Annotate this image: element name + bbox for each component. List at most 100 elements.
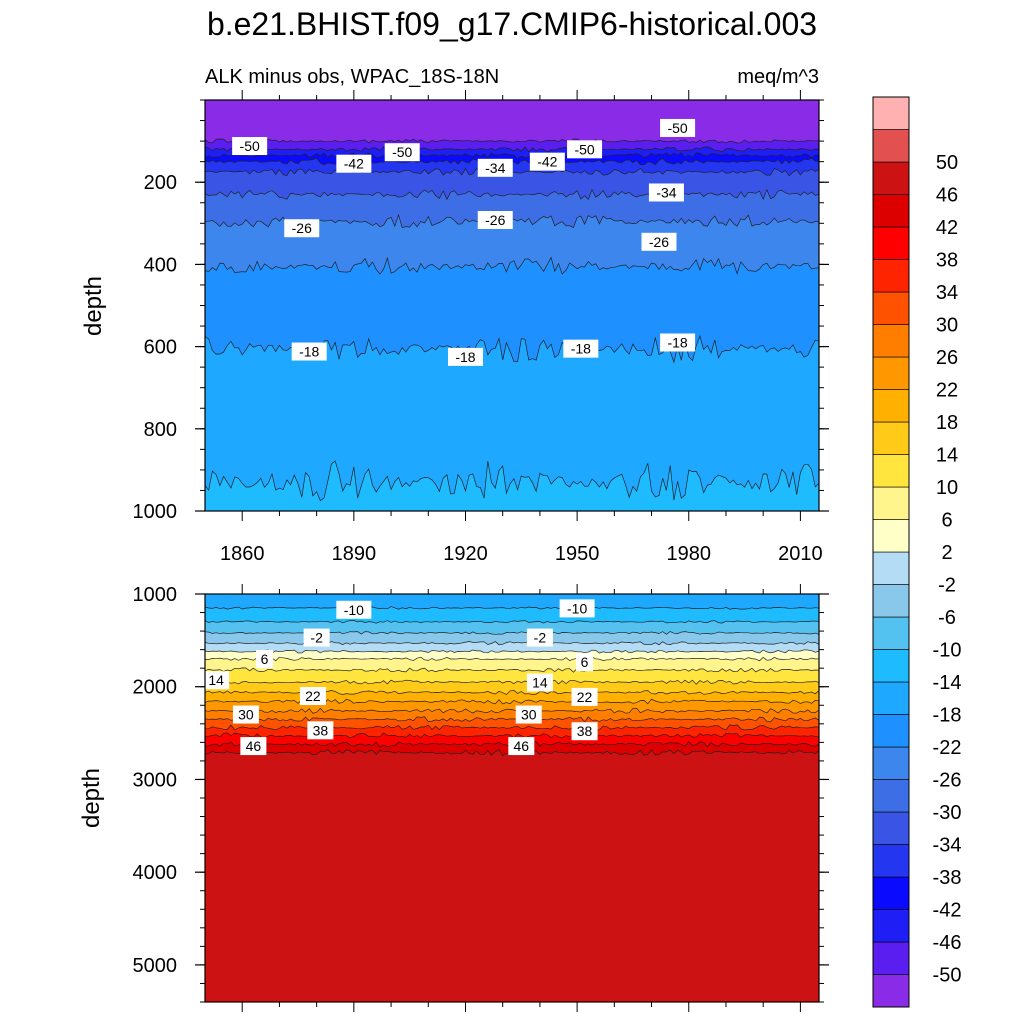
- colorbar-box: [872, 941, 910, 975]
- colorbar-label: -22: [933, 737, 962, 759]
- x-tick-label: 2010: [778, 543, 823, 565]
- colorbar-box: [872, 96, 910, 130]
- contour-label-box: [299, 687, 326, 705]
- colorbar-label: -26: [933, 770, 962, 792]
- contour-band-46: [205, 749, 819, 1002]
- contour-label-text: -42: [344, 156, 364, 172]
- contour-label-text: -10: [344, 602, 364, 618]
- colorbar-box: [872, 486, 910, 520]
- colorbar-label: -50: [933, 965, 962, 987]
- contour-label: -18: [563, 339, 599, 358]
- colorbar-label: 30: [936, 315, 958, 337]
- y-tick-label: 1000: [133, 501, 178, 523]
- contour-label-box: [508, 737, 535, 756]
- colorbar-label: 14: [936, 445, 958, 467]
- colorbar-label: -6: [938, 607, 956, 629]
- colorbar-label: 46: [936, 185, 958, 207]
- colorbar-box: [872, 551, 910, 585]
- colorbar-label: -18: [933, 705, 962, 727]
- contour-label: -2: [526, 628, 553, 647]
- contour-label-box: [563, 339, 599, 358]
- colorbar-box: [872, 324, 910, 358]
- colorbar-label: 18: [936, 412, 958, 434]
- contour-label-text: 46: [514, 738, 530, 754]
- y-tick-label: 4000: [133, 862, 178, 884]
- colorbar-box: [872, 356, 910, 390]
- colorbar-box: [872, 876, 910, 910]
- contour-label-text: 38: [313, 722, 329, 738]
- contour-band--14: [205, 461, 819, 511]
- colorbar-box: [872, 129, 910, 163]
- contour-label: -18: [660, 333, 696, 352]
- colorbar-label: -42: [933, 900, 962, 922]
- contour-label-text: 14: [532, 675, 548, 691]
- contour-label-text: -50: [574, 141, 594, 157]
- contour-label-box: [232, 137, 268, 156]
- x-tick-label: 1860: [220, 543, 265, 565]
- x-tick-label: 1920: [443, 543, 488, 565]
- contour-label-box: [291, 342, 327, 361]
- colorbar-box: [872, 421, 910, 455]
- chart-title: b.e21.BHIST.f09_g17.CMIP6-historical.003: [207, 6, 817, 42]
- contour-label-text: -26: [485, 212, 505, 228]
- contour-label: 14: [526, 673, 553, 692]
- contour-label-box: [526, 673, 553, 692]
- colorbar-label: -38: [933, 867, 962, 889]
- x-tick-label: 1890: [332, 543, 377, 565]
- colorbar-box: [872, 811, 910, 845]
- upper-panel-labels: -50 -42 -50 -34 -42 -50 -50 -34 -26 -26 -26 -18 -18 -…: [232, 118, 696, 366]
- contour-label-box: [515, 705, 542, 724]
- contour-label-box: [336, 154, 372, 173]
- contour-label-text: -10: [567, 600, 587, 616]
- contour-label-text: -34: [656, 184, 676, 200]
- contour-line-10: [205, 667, 819, 673]
- colorbar-label: 34: [936, 282, 958, 304]
- contour-line-30: [205, 716, 819, 723]
- contour-label: -26: [284, 219, 320, 238]
- colorbar-box: [872, 746, 910, 780]
- subtitle-left: ALK minus obs, WPAC_18S-18N: [205, 66, 499, 88]
- contour-label-text: 14: [208, 672, 224, 688]
- contour-line--14: [205, 460, 819, 502]
- units-label: meq/m^3: [737, 66, 819, 88]
- contour-label-text: -26: [649, 234, 669, 250]
- y-tick-label: 800: [144, 419, 177, 441]
- colorbar-box: [872, 584, 910, 618]
- colorbar-label: 38: [936, 250, 958, 272]
- contour-label: -10: [336, 600, 372, 619]
- contour-label-box: [203, 671, 230, 690]
- contour-label-box: [284, 219, 320, 238]
- contour-label-box: [307, 721, 334, 740]
- y-tick-label: 2000: [133, 677, 178, 699]
- contour-label: -18: [291, 342, 327, 361]
- lower-panel-labels: -10 -10 -2 -2 6 6 14 14 22 22 30 30 38 38 46 46: [203, 599, 598, 756]
- lower-panel-axes: 1000 2000 3000 4000 5000: [133, 584, 829, 1012]
- contour-label-box: [641, 232, 677, 251]
- contour-label-text: -50: [667, 120, 687, 136]
- contour-label: 6: [256, 649, 274, 668]
- colorbar-label: 10: [936, 477, 958, 499]
- y-tick-label: 600: [144, 337, 177, 359]
- contour-line--30: [205, 188, 819, 201]
- colorbar-label: 50: [936, 152, 958, 174]
- contour-label: -2: [303, 628, 330, 647]
- y-tick-label: 400: [144, 254, 177, 276]
- contour-label-box: [232, 705, 259, 724]
- contour-label-box: [648, 183, 684, 202]
- colorbar-label: 26: [936, 347, 958, 369]
- contour-label: 30: [515, 705, 542, 724]
- colorbar-box: [872, 681, 910, 715]
- colorbar-label: -14: [933, 672, 962, 694]
- contour-label-box: [526, 628, 553, 647]
- contour-line-14: [205, 679, 819, 685]
- contour-label-text: -18: [299, 344, 319, 360]
- y-tick-label: 200: [144, 172, 177, 194]
- contour-label-text: -42: [537, 154, 557, 170]
- contour-label-text: 30: [521, 707, 537, 723]
- contour-label: -50: [567, 140, 603, 159]
- colorbar-box: [872, 649, 910, 683]
- colorbar-label: 6: [941, 510, 952, 532]
- colorbar-label: -46: [933, 932, 962, 954]
- contour-label: -34: [477, 158, 513, 177]
- colorbar-box: [872, 616, 910, 650]
